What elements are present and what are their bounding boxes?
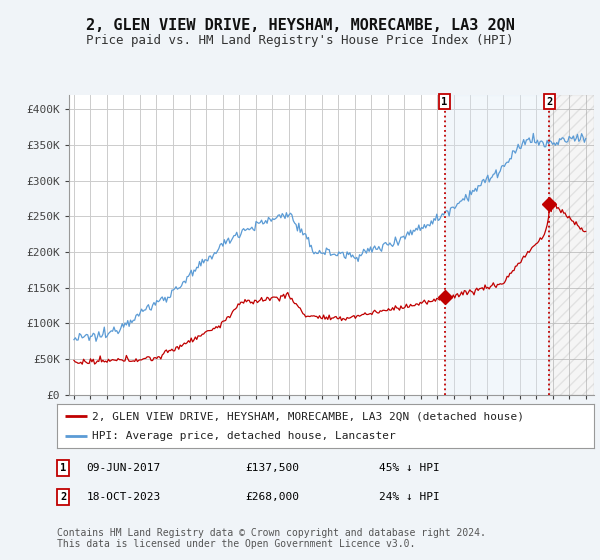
Text: HPI: Average price, detached house, Lancaster: HPI: Average price, detached house, Lanc… bbox=[92, 431, 395, 441]
Text: 1: 1 bbox=[442, 97, 448, 107]
Text: £268,000: £268,000 bbox=[245, 492, 299, 502]
Text: 18-OCT-2023: 18-OCT-2023 bbox=[86, 492, 161, 502]
Text: 2, GLEN VIEW DRIVE, HEYSHAM, MORECAMBE, LA3 2QN (detached house): 2, GLEN VIEW DRIVE, HEYSHAM, MORECAMBE, … bbox=[92, 411, 524, 421]
Bar bbox=[549, 95, 594, 395]
Text: 2: 2 bbox=[61, 492, 67, 502]
Text: £137,500: £137,500 bbox=[245, 463, 299, 473]
Text: 2, GLEN VIEW DRIVE, HEYSHAM, MORECAMBE, LA3 2QN: 2, GLEN VIEW DRIVE, HEYSHAM, MORECAMBE, … bbox=[86, 18, 514, 34]
Bar bbox=[549, 95, 594, 395]
Text: 09-JUN-2017: 09-JUN-2017 bbox=[86, 463, 161, 473]
Text: 24% ↓ HPI: 24% ↓ HPI bbox=[379, 492, 440, 502]
Text: 2: 2 bbox=[546, 97, 553, 107]
Text: 45% ↓ HPI: 45% ↓ HPI bbox=[379, 463, 440, 473]
Bar bbox=[445, 95, 549, 395]
Text: 1: 1 bbox=[61, 463, 67, 473]
Text: Contains HM Land Registry data © Crown copyright and database right 2024.
This d: Contains HM Land Registry data © Crown c… bbox=[57, 528, 486, 549]
Text: Price paid vs. HM Land Registry's House Price Index (HPI): Price paid vs. HM Land Registry's House … bbox=[86, 34, 514, 46]
